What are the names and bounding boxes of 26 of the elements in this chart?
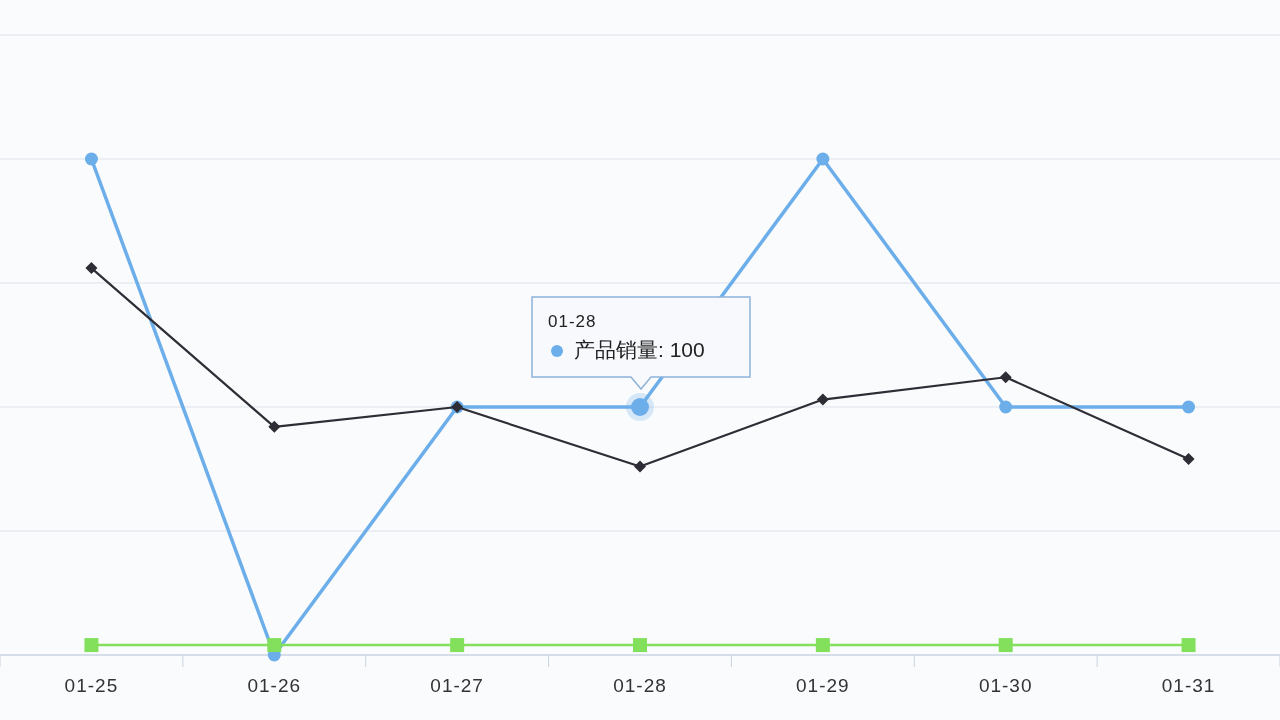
point: [634, 460, 646, 473]
point: [84, 638, 99, 653]
x-tick-label: 01-25: [64, 675, 119, 696]
annotation: 产品销量: 100: [574, 338, 705, 361]
x-tick-label: 01-28: [613, 675, 667, 696]
point: [450, 638, 465, 653]
x-tick-label: 01-29: [796, 675, 850, 696]
point: [998, 638, 1013, 653]
point: [815, 638, 830, 653]
point: [633, 638, 647, 653]
point: [84, 152, 98, 166]
point: [1182, 400, 1196, 414]
x-tick-label: 01-30: [978, 675, 1033, 696]
x-tick-label: 01-26: [247, 675, 302, 696]
point: [816, 393, 829, 406]
point: [816, 152, 830, 166]
x-tick-label: 01-31: [1161, 675, 1216, 696]
point: [267, 638, 282, 653]
point: [999, 371, 1012, 384]
point: [268, 420, 281, 433]
point: [999, 400, 1013, 414]
x-tick-label: 01-27: [430, 675, 484, 696]
point: [1181, 638, 1196, 653]
annotation: 01-28: [548, 312, 597, 331]
point: [85, 262, 98, 275]
point: [1182, 453, 1195, 466]
